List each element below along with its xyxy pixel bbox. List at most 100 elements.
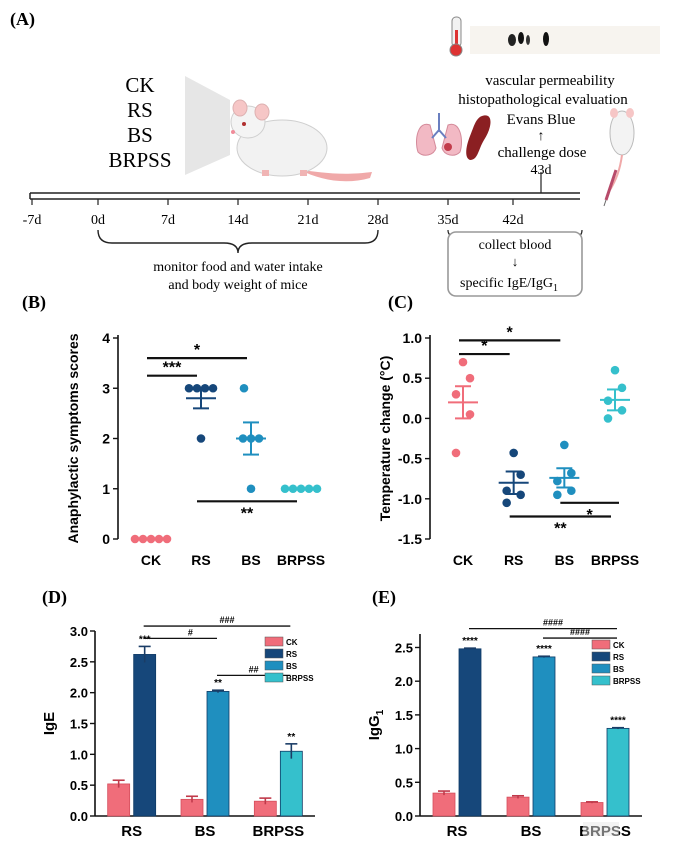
- y-tick-label: 0.5: [70, 778, 88, 793]
- x-tick-label: RS: [191, 552, 210, 568]
- y-tick-label: 1.5: [395, 708, 413, 723]
- x-tick-label: BRPSS: [252, 823, 304, 840]
- data-point: [465, 373, 475, 383]
- significance-label: **: [554, 520, 567, 537]
- panel-label: (E): [372, 587, 396, 608]
- y-tick-label: 1.0: [403, 330, 423, 346]
- y-tick-label: -1.0: [398, 491, 422, 507]
- timeline-tick-label: 35d: [438, 213, 459, 228]
- timeline-tick-label: 21d: [298, 213, 319, 228]
- collect-box: [447, 231, 583, 297]
- lungs-icon: [416, 113, 462, 156]
- x-tick-label: BRPSS: [277, 552, 325, 568]
- legend-swatch: [591, 675, 611, 686]
- y-tick-label: 0.5: [403, 370, 423, 386]
- y-axis-label-sub: 1: [375, 709, 386, 715]
- significance-label: *: [194, 342, 201, 359]
- timeline-tick-label: 0d: [91, 213, 105, 228]
- significance-label: *: [481, 338, 488, 355]
- data-point: [502, 498, 511, 508]
- y-axis-label: IgE: [41, 712, 58, 735]
- significance-stars: ****: [536, 644, 552, 655]
- y-tick-label: 2.5: [395, 640, 413, 655]
- data-point: [451, 389, 461, 399]
- timeline-tick-label: 7d: [161, 213, 175, 228]
- legend-label: BRPSS: [613, 677, 641, 686]
- evans-blue-skin-image: [470, 26, 660, 54]
- data-point: [603, 414, 613, 423]
- legend-swatch: [591, 639, 611, 650]
- y-tick-label: 1: [102, 481, 110, 497]
- mouse-icon: [230, 99, 372, 182]
- y-tick-label: 0.0: [403, 410, 423, 426]
- thermometer-icon: [449, 16, 463, 57]
- timeline-ticks: -7d 0d 7d 14d 21d 28d 35d 42d: [23, 199, 524, 228]
- label-challenge-dose: challenge dose: [498, 145, 587, 161]
- data-point: [509, 448, 518, 458]
- x-tick-label: BS: [195, 823, 216, 840]
- bar: [206, 691, 230, 817]
- x-tick-label: RS: [504, 552, 523, 568]
- timeline-tick-label: 28d: [368, 213, 389, 228]
- data-point: [567, 468, 576, 478]
- y-tick-label: 0.0: [70, 809, 88, 824]
- y-tick-label: 0.0: [395, 809, 413, 824]
- panel-label: (C): [388, 292, 413, 313]
- x-tick-label: CK: [141, 552, 161, 568]
- bar: [107, 783, 131, 817]
- y-tick-label: 0: [102, 531, 110, 547]
- data-point: [553, 490, 562, 500]
- data-point: [312, 484, 322, 494]
- y-tick-label: 2.5: [70, 655, 88, 670]
- data-point: [184, 383, 194, 393]
- monitor-brace: [97, 229, 379, 254]
- significance-label: #: [188, 627, 193, 637]
- legend-swatch: [264, 648, 284, 659]
- x-tick-label: BS: [555, 552, 574, 568]
- legend-label: BS: [286, 662, 298, 671]
- significance-stars: ***: [139, 634, 151, 645]
- group-label-rs: RS: [127, 98, 153, 122]
- legend-swatch: [591, 663, 611, 674]
- bar: [506, 796, 530, 817]
- panel-a-label: (A): [10, 9, 35, 30]
- y-tick-label: 3: [102, 380, 110, 396]
- significance-label: **: [241, 505, 254, 522]
- data-point: [239, 383, 249, 393]
- data-point: [560, 440, 569, 450]
- timeline-tick-label: -7d: [23, 213, 42, 228]
- x-tick-label: BS: [521, 823, 542, 840]
- y-tick-label: 2: [102, 431, 110, 447]
- arrow-up: ↑: [538, 129, 545, 144]
- data-point: [458, 357, 468, 367]
- y-tick-label: 1.5: [70, 717, 88, 732]
- panel-b: (B) 0 1 2 3 4 Anaphylactic symptoms scores CK RS…: [22, 292, 325, 568]
- significance-label: *: [507, 324, 514, 341]
- significance-stars: ****: [462, 636, 478, 647]
- monitor-line1: monitor food and water intake: [153, 260, 323, 275]
- legend-swatch: [591, 651, 611, 662]
- significance-stars: **: [214, 678, 222, 689]
- y-axis-label: IgG1: [366, 709, 386, 740]
- data-point: [280, 484, 290, 494]
- arrow-down: ↓: [512, 254, 519, 269]
- monitor-line2: and body weight of mice: [168, 278, 307, 293]
- collect-blood-label: collect blood: [479, 238, 552, 253]
- label-evans-blue: Evans Blue: [507, 112, 576, 128]
- data-point: [465, 410, 475, 419]
- bar: [458, 648, 482, 817]
- panel-label: (D): [42, 587, 67, 608]
- significance-label: ####: [570, 627, 590, 637]
- significance-label: *: [587, 507, 594, 524]
- x-tick-label: BRPSS: [591, 552, 639, 568]
- group-label-bs: BS: [127, 123, 153, 147]
- y-tick-label: 0.5: [395, 775, 413, 790]
- significance-stars: ****: [610, 716, 626, 727]
- mouse-injection-icon: [603, 108, 635, 207]
- legend-label: CK: [613, 641, 625, 650]
- timeline-tick-label: 42d: [503, 213, 524, 228]
- y-tick-label: 3.0: [70, 624, 88, 639]
- timeline-tick-label: 14d: [228, 213, 249, 228]
- label-histopathological: histopathological evaluation: [458, 92, 628, 108]
